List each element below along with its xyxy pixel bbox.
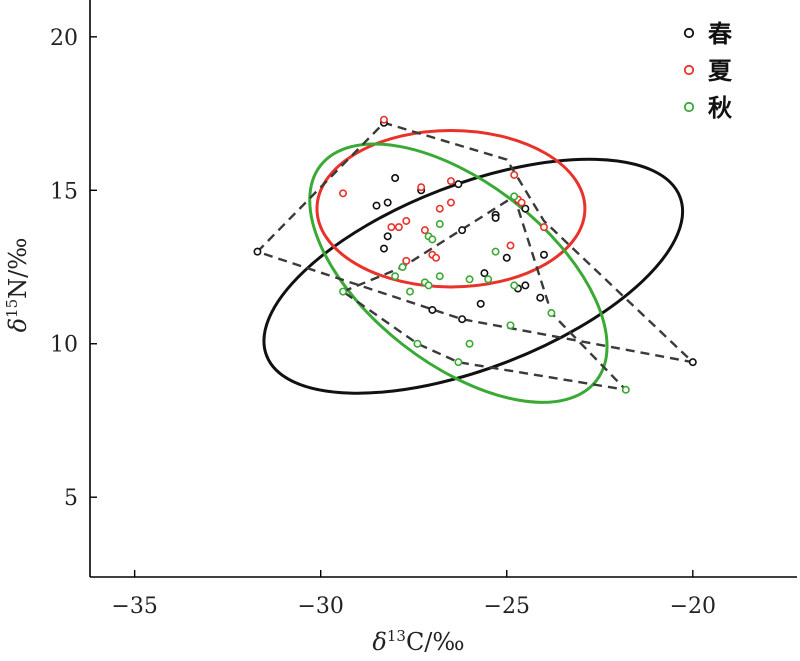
ellipses-layer (262, 128, 685, 404)
x-axis-title: δ13C/‰ (372, 627, 464, 656)
point-夏 (387, 223, 396, 232)
y-tick-label: 15 (50, 179, 78, 204)
point-夏 (420, 226, 429, 235)
point-夏 (506, 241, 515, 250)
point-秋 (491, 247, 500, 256)
point-夏 (517, 198, 526, 207)
point-春 (521, 204, 530, 213)
point-秋 (339, 287, 348, 296)
y-tick-label: 10 (50, 333, 78, 358)
point-春 (458, 315, 467, 324)
legend: 春夏秋 (683, 19, 733, 122)
point-夏 (379, 115, 388, 124)
point-秋 (424, 281, 433, 290)
ellipse-秋 (308, 142, 609, 404)
point-秋 (406, 287, 415, 296)
point-春 (521, 281, 530, 290)
legend-label: 夏 (708, 56, 733, 85)
x-tick-label: −25 (484, 594, 530, 619)
point-夏 (402, 256, 411, 265)
legend-marker (683, 27, 695, 39)
point-秋 (391, 272, 400, 281)
point-秋 (484, 275, 493, 284)
legend-marker (683, 101, 695, 113)
point-夏 (394, 223, 403, 232)
point-春 (476, 299, 485, 308)
point-秋 (506, 321, 515, 330)
ellipse-春 (262, 157, 685, 395)
y-tick-label: 5 (64, 486, 78, 511)
point-秋 (398, 263, 407, 272)
axes: −35 −30 −25 −20 5 10 15 20 (50, 0, 797, 619)
ellipse-夏 (315, 128, 587, 289)
point-春 (428, 305, 437, 314)
point-春 (379, 244, 388, 253)
legend-label: 春 (708, 19, 732, 48)
point-夏 (446, 198, 455, 207)
point-秋 (435, 272, 444, 281)
point-秋 (621, 385, 630, 394)
hull-秋 (342, 194, 630, 392)
x-tick-label: −35 (111, 594, 157, 619)
axis-titles: δ13C/‰ δ15N/‰ (3, 238, 465, 656)
point-夏 (402, 216, 411, 225)
point-夏 (539, 223, 548, 232)
x-tick-label: −20 (670, 594, 716, 619)
point-春 (383, 232, 392, 241)
y-tick-label: 20 (50, 26, 78, 51)
point-秋 (454, 358, 463, 367)
point-春 (454, 180, 463, 189)
y-axis-title: δ15N/‰ (3, 238, 32, 333)
points-layer (253, 115, 697, 394)
legend-marker (683, 64, 695, 76)
point-春 (491, 213, 500, 222)
hull-春 (256, 121, 697, 365)
legend-label: 秋 (708, 93, 733, 122)
point-春 (458, 226, 467, 235)
point-春 (688, 358, 697, 367)
point-秋 (510, 192, 519, 201)
point-秋 (413, 339, 422, 348)
point-夏 (446, 177, 455, 186)
point-春 (536, 293, 545, 302)
point-夏 (510, 170, 519, 179)
point-秋 (547, 309, 556, 318)
point-春 (539, 250, 548, 259)
point-春 (253, 247, 262, 256)
point-秋 (435, 220, 444, 229)
point-夏 (435, 204, 444, 213)
point-秋 (465, 339, 474, 348)
x-tick-label: −30 (297, 594, 343, 619)
point-春 (502, 253, 511, 262)
point-春 (383, 198, 392, 207)
point-春 (391, 174, 400, 183)
point-春 (372, 201, 381, 210)
point-夏 (339, 189, 348, 198)
point-夏 (417, 183, 426, 192)
point-秋 (510, 281, 519, 290)
point-秋 (428, 235, 437, 244)
point-秋 (465, 275, 474, 284)
point-春 (480, 269, 489, 278)
point-夏 (432, 253, 441, 262)
